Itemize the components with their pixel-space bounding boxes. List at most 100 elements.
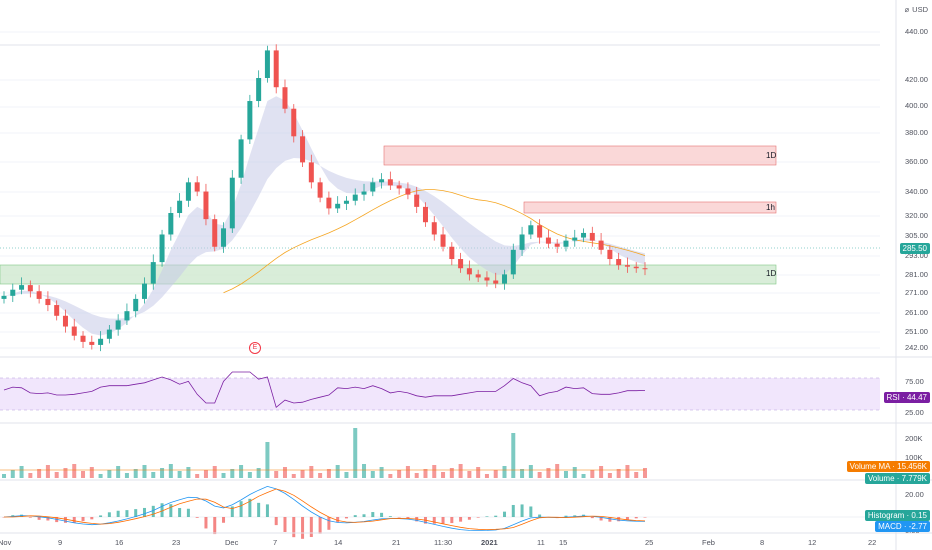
price-tick-label: 293.00	[905, 251, 928, 260]
macd-histogram-bar	[90, 517, 94, 520]
macd-histogram-bar	[573, 515, 577, 517]
time-tick-label: Dec	[225, 538, 239, 547]
macd-histogram-bar	[503, 511, 507, 517]
supply-zone-1d	[383, 145, 777, 166]
candle-body	[545, 237, 551, 244]
price-tick-label: 340.00	[905, 187, 928, 196]
macd-histogram-bar	[72, 517, 76, 523]
volume-bar	[230, 469, 235, 478]
macd-histogram-bar	[125, 510, 129, 517]
candle-body	[168, 213, 174, 235]
zone-label-1d-top: 1D	[766, 151, 777, 160]
volume-bar	[81, 471, 86, 478]
current-price-badge: 285.50	[899, 243, 930, 254]
volume-bar	[511, 433, 516, 478]
volume-bar	[449, 468, 454, 478]
macd-histogram-bar	[380, 512, 384, 517]
macd-histogram-bar	[142, 507, 146, 517]
volume-bar	[265, 442, 270, 478]
volume-tick-label: 200K	[905, 434, 923, 443]
macd-histogram-bar	[178, 508, 182, 517]
volume-bar	[493, 470, 498, 478]
macd-line	[3, 485, 646, 532]
macd-histogram-bar	[318, 517, 322, 534]
volume-bar	[282, 467, 287, 478]
price-tick-label: 380.00	[905, 128, 928, 137]
macd-panel	[0, 485, 880, 539]
macd-histogram-bar	[301, 517, 305, 539]
candle-body	[642, 268, 648, 270]
volume-bar	[616, 469, 621, 478]
rsi-tick-label: 75.00	[905, 377, 924, 386]
volume-bar	[107, 470, 112, 478]
macd-histogram-bar	[248, 498, 252, 517]
candle-body	[510, 249, 516, 275]
candle-body	[502, 274, 508, 284]
macd-histogram-bar	[406, 517, 410, 519]
candle-body	[458, 259, 464, 269]
candle-body	[326, 197, 332, 209]
macd-histogram-bar	[599, 517, 603, 521]
volume-bar	[423, 469, 428, 478]
volume-panel	[0, 428, 647, 478]
macd-histogram-bar	[608, 517, 612, 522]
currency-label[interactable]: ⌀ USD	[904, 5, 928, 14]
candle-body	[177, 200, 183, 214]
volume-bar	[151, 472, 156, 478]
candle-body	[598, 240, 604, 250]
time-tick-label: 12	[808, 538, 817, 547]
candle-body	[466, 268, 472, 275]
price-tick-label: 360.00	[905, 157, 928, 166]
volume-bar	[643, 468, 647, 478]
macd-histogram-bar	[564, 515, 568, 517]
macd-histogram-bar	[625, 517, 629, 520]
earnings-marker-icon[interactable]: E	[249, 342, 261, 354]
volume-bar	[318, 473, 323, 478]
volume-bar	[212, 466, 217, 478]
macd-histogram-bar	[397, 517, 401, 518]
volume-bar	[555, 464, 560, 478]
macd-histogram-bar	[230, 506, 234, 517]
volume-bar	[397, 470, 402, 478]
candle-body	[387, 179, 393, 186]
candle-body	[45, 298, 51, 306]
candle-body	[203, 191, 209, 220]
time-tick-label: 9	[58, 538, 63, 547]
volume-bar	[203, 470, 208, 478]
macd-histogram-bar	[362, 514, 366, 517]
volume-bar	[54, 472, 59, 478]
macd-histogram-bar	[81, 517, 85, 522]
price-tick-label: 440.00	[905, 27, 928, 36]
rsi-line	[3, 371, 646, 408]
macd-tick-label: 20.00	[905, 490, 924, 499]
volume-bar	[133, 469, 138, 478]
candle-body	[273, 50, 279, 88]
candle-body	[572, 237, 578, 241]
candle-body	[343, 200, 349, 204]
volume-bar	[607, 473, 612, 478]
macd-histogram-bar	[634, 517, 638, 519]
macd-histogram-bar	[292, 517, 296, 538]
macd-histogram-bar	[327, 517, 331, 530]
candle-body	[19, 285, 25, 290]
macd-histogram-bar	[353, 515, 357, 517]
volume-bar	[563, 471, 568, 478]
candle-body	[370, 182, 376, 192]
candle-body	[1, 295, 7, 299]
macd-histogram-bar	[617, 517, 621, 522]
volume-bar	[116, 466, 121, 478]
price-tick-label: 320.00	[905, 211, 928, 220]
candle-body	[89, 341, 95, 345]
volume-bar	[546, 468, 551, 478]
volume-bar	[274, 471, 279, 478]
volume-bar	[98, 474, 103, 478]
candle-body	[352, 194, 358, 201]
scale-toggle-icon[interactable]: ⌀	[904, 5, 910, 14]
macd-histogram-bar	[107, 512, 111, 517]
candle-body	[414, 194, 420, 207]
volume-bar	[168, 464, 173, 478]
candle-body	[264, 50, 270, 79]
volume-badge: Volume · 7.779K	[864, 473, 930, 484]
